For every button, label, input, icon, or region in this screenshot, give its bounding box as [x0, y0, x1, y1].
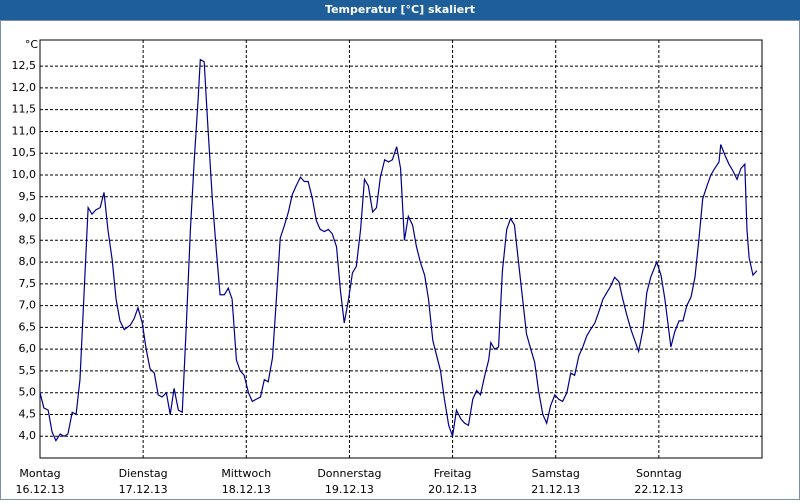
y-unit: °C	[25, 38, 39, 51]
x-tick-label: Freitag	[434, 467, 472, 480]
x-tick-label: Sonntag	[636, 467, 682, 480]
x-tick-label: Mittwoch	[221, 467, 271, 480]
y-tick-label: 10,5	[12, 146, 37, 159]
x-tick-date: 20.12.13	[428, 483, 477, 496]
title-bar	[0, 0, 800, 20]
x-tick-label: Montag	[19, 467, 60, 480]
x-tick-date: 22.12.13	[634, 483, 683, 496]
y-tick-label: 4,5	[19, 407, 37, 420]
y-tick-label: 12,5	[12, 59, 37, 72]
chart-title: Temperatur [°C] skaliert	[325, 3, 475, 16]
x-tick-date: 17.12.13	[119, 483, 168, 496]
y-tick-label: 8,5	[19, 233, 37, 246]
y-tick-label: 9,0	[19, 212, 37, 225]
x-tick-date: 16.12.13	[16, 483, 65, 496]
y-tick-label: 7,0	[19, 299, 37, 312]
y-tick-label: 11,5	[12, 103, 37, 116]
x-tick-date: 18.12.13	[222, 483, 271, 496]
plot-area	[40, 40, 762, 458]
y-tick-label: 6,0	[19, 342, 37, 355]
y-tick-label: 5,0	[19, 386, 37, 399]
x-tick-label: Samstag	[532, 467, 580, 480]
y-tick-label: 10,0	[12, 168, 37, 181]
temperature-line	[39, 58, 758, 442]
y-tick-label: 4,0	[19, 429, 37, 442]
y-tick-label: 6,5	[19, 320, 37, 333]
x-tick-date: 19.12.13	[325, 483, 374, 496]
y-tick-label: 7,5	[19, 277, 37, 290]
y-tick-label: 12,0	[12, 81, 37, 94]
y-tick-label: 11,0	[12, 124, 37, 137]
plot-border	[39, 39, 763, 459]
y-tick-label: 8,0	[19, 255, 37, 268]
y-tick-label: 5,5	[19, 364, 37, 377]
y-tick-label: 9,5	[19, 190, 37, 203]
x-tick-label: Donnerstag	[317, 467, 381, 480]
x-tick-date: 21.12.13	[531, 483, 580, 496]
x-tick-label: Dienstag	[119, 467, 168, 480]
